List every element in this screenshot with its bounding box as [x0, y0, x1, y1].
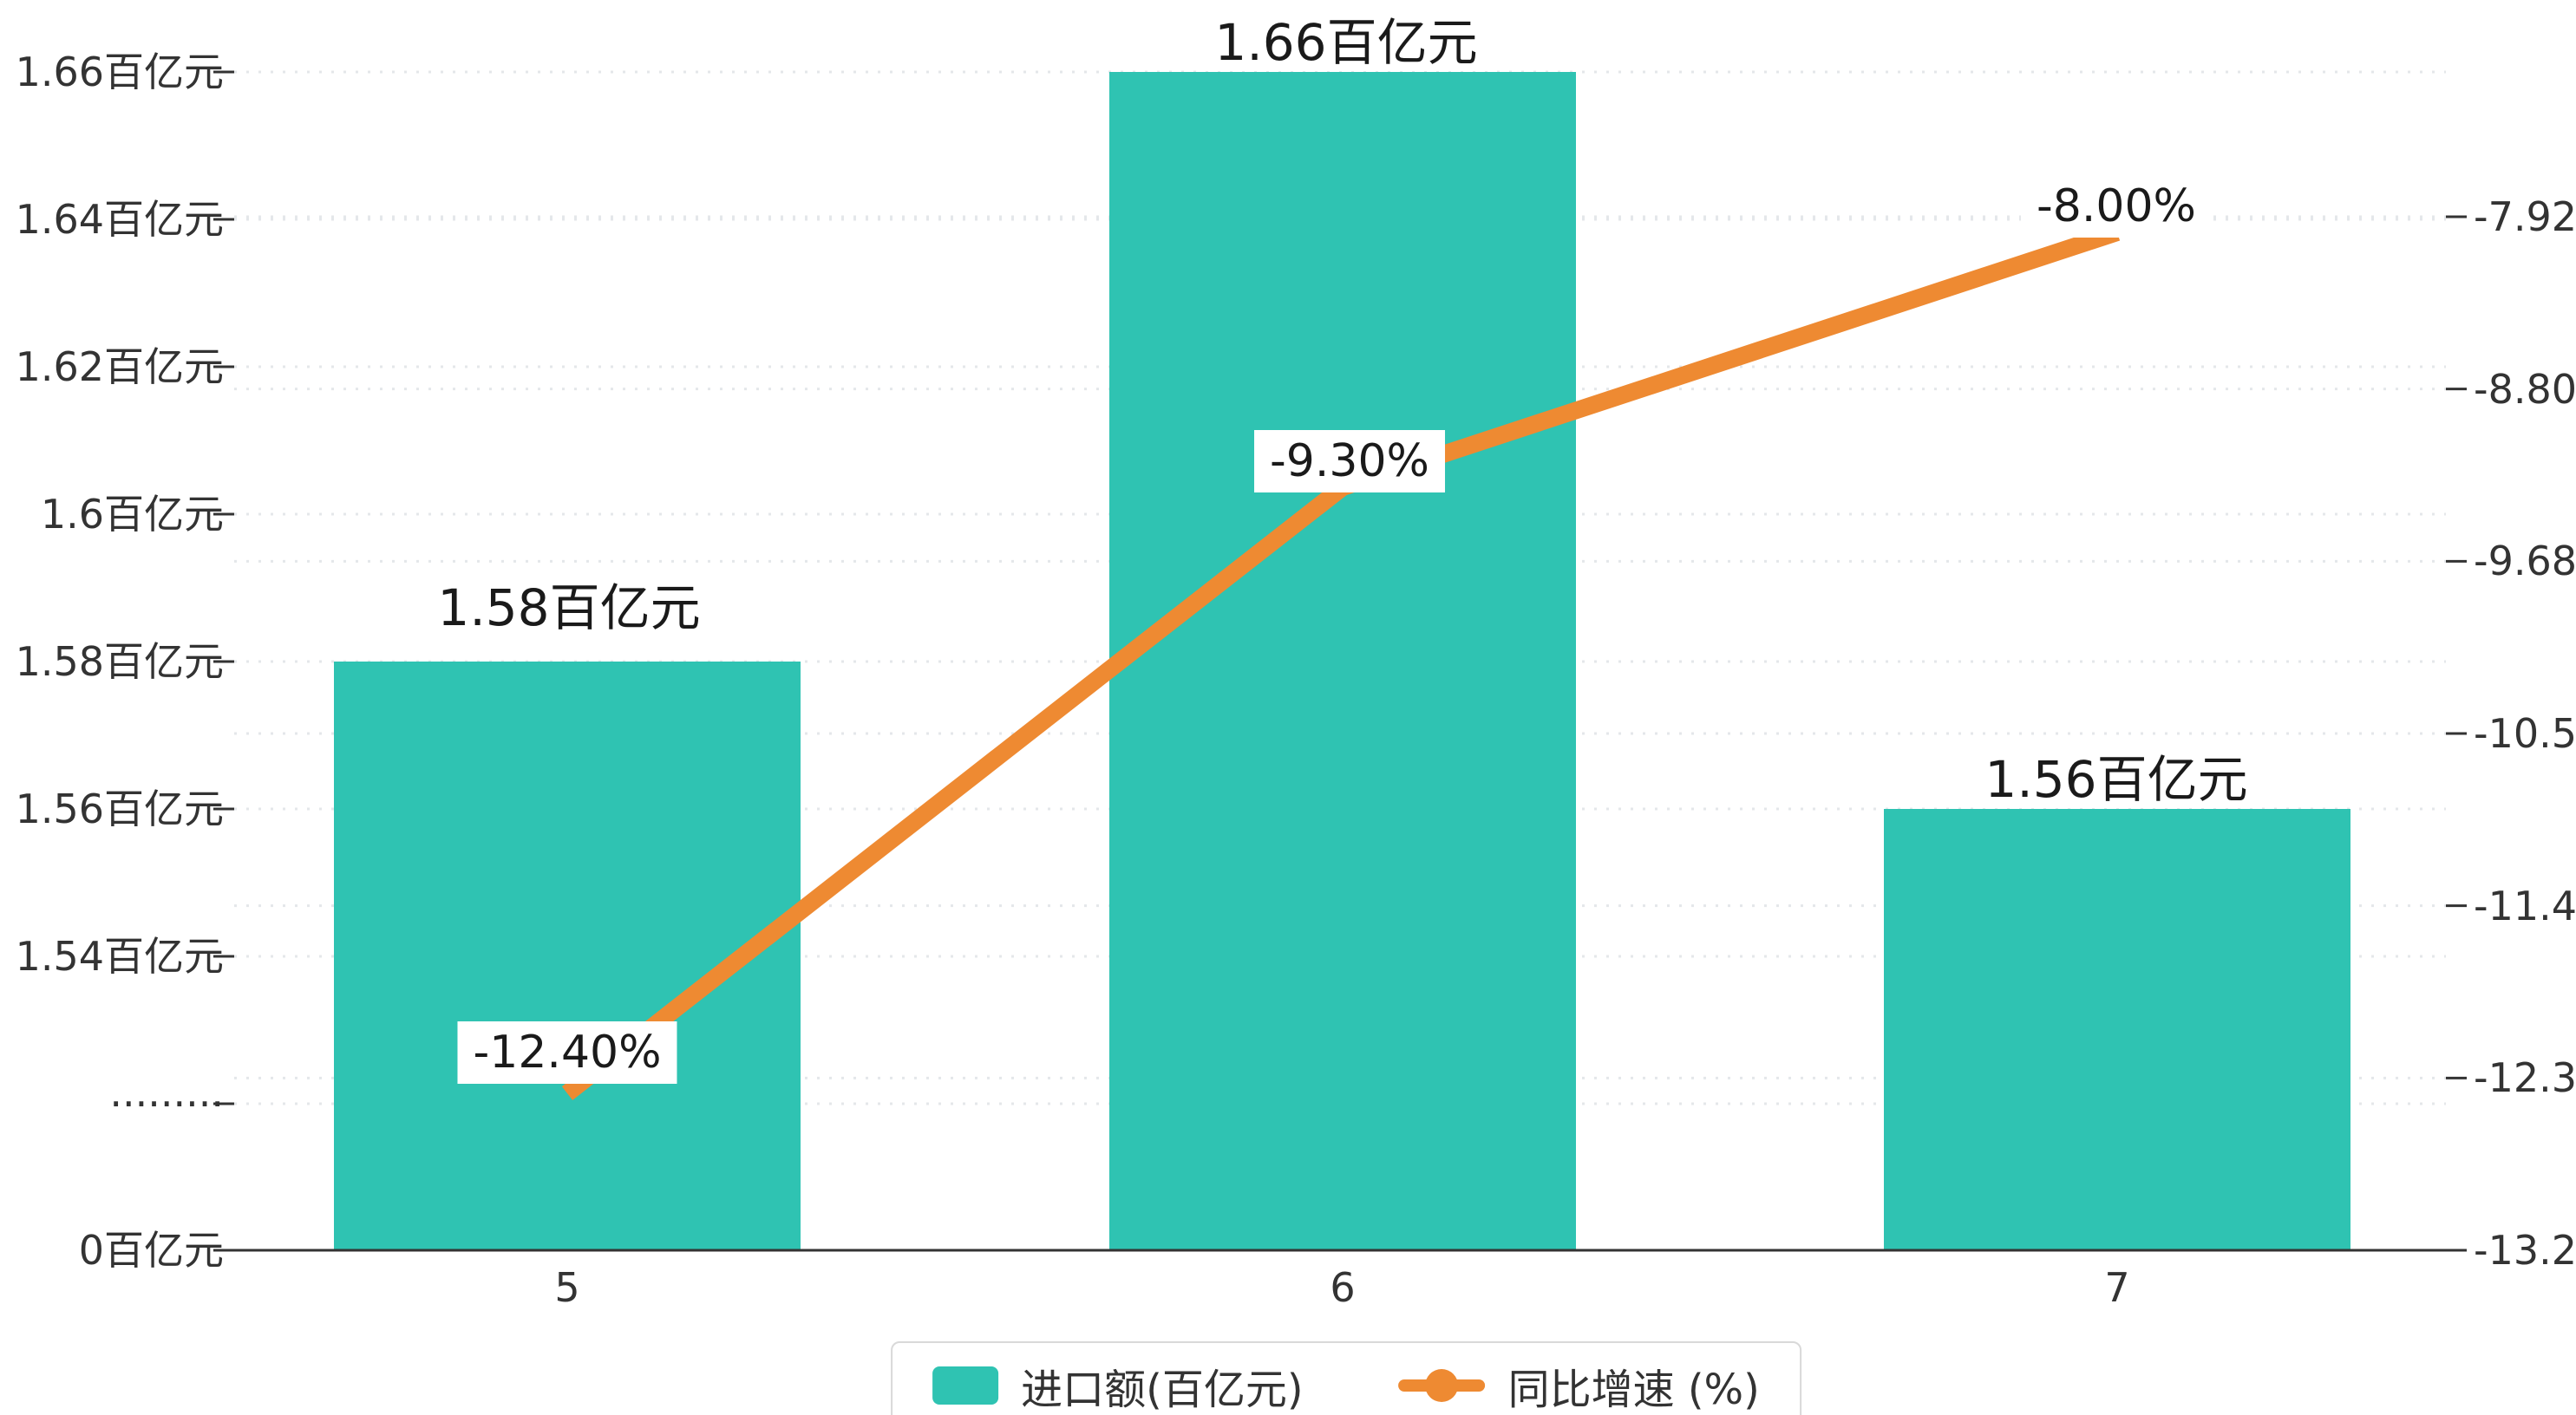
right-axis-tick-label: -7.92 [2474, 193, 2576, 240]
right-axis-tick-label: -9.68 [2474, 538, 2576, 584]
bar-value-label: 1.56百亿元 [1974, 751, 2259, 808]
left-axis-tick-label: 1.64百亿元 [15, 196, 224, 243]
line-value-label: -8.00% [2021, 175, 2212, 238]
left-axis-tick-label: 1.62百亿元 [15, 343, 224, 390]
x-axis-label: 5 [554, 1264, 580, 1311]
import-bar[interactable] [1884, 809, 2350, 1250]
legend-imports-label: 进口额(百亿元) [1021, 1366, 1304, 1414]
left-axis-break-label: ········· [109, 1080, 224, 1127]
left-axis-tick-label: 1.6百亿元 [40, 491, 224, 538]
legend-item-growth[interactable]: 同比增速 (%) [1398, 1355, 1760, 1415]
left-axis-tick-label: 1.58百亿元 [15, 638, 224, 685]
legend-line-swatch [1398, 1366, 1486, 1405]
legend: 进口额(百亿元) 同比增速 (%) [891, 1341, 1801, 1415]
bar-value-label: 1.66百亿元 [1204, 14, 1488, 71]
left-axis-tick-label: 1.66百亿元 [15, 49, 224, 95]
right-axis-tick-label: -13.20 [2474, 1227, 2576, 1274]
left-axis-tick-label: 0百亿元 [78, 1227, 224, 1274]
x-axis-label: 6 [1330, 1264, 1356, 1311]
right-axis-tick-label: -12.32 [2474, 1054, 2576, 1101]
legend-item-imports[interactable]: 进口额(百亿元) [932, 1355, 1304, 1415]
line-value-label: -12.40% [457, 1021, 677, 1084]
legend-growth-label: 同比增速 (%) [1507, 1366, 1760, 1414]
bar-value-label: 1.58百亿元 [427, 579, 711, 636]
legend-bar-swatch [932, 1366, 999, 1405]
right-axis-tick-label: -11.44 [2474, 883, 2576, 929]
left-axis-tick-label: 1.56百亿元 [15, 786, 224, 832]
line-value-label: -9.30% [1254, 430, 1445, 492]
right-axis-tick-label: -8.80 [2474, 366, 2576, 413]
import-bar[interactable] [1109, 72, 1576, 1250]
x-axis-label: 7 [2104, 1264, 2130, 1311]
right-axis-tick-label: -10.56 [2474, 710, 2576, 757]
left-axis-tick-label: 1.54百亿元 [15, 933, 224, 980]
import-bar[interactable] [334, 662, 801, 1250]
